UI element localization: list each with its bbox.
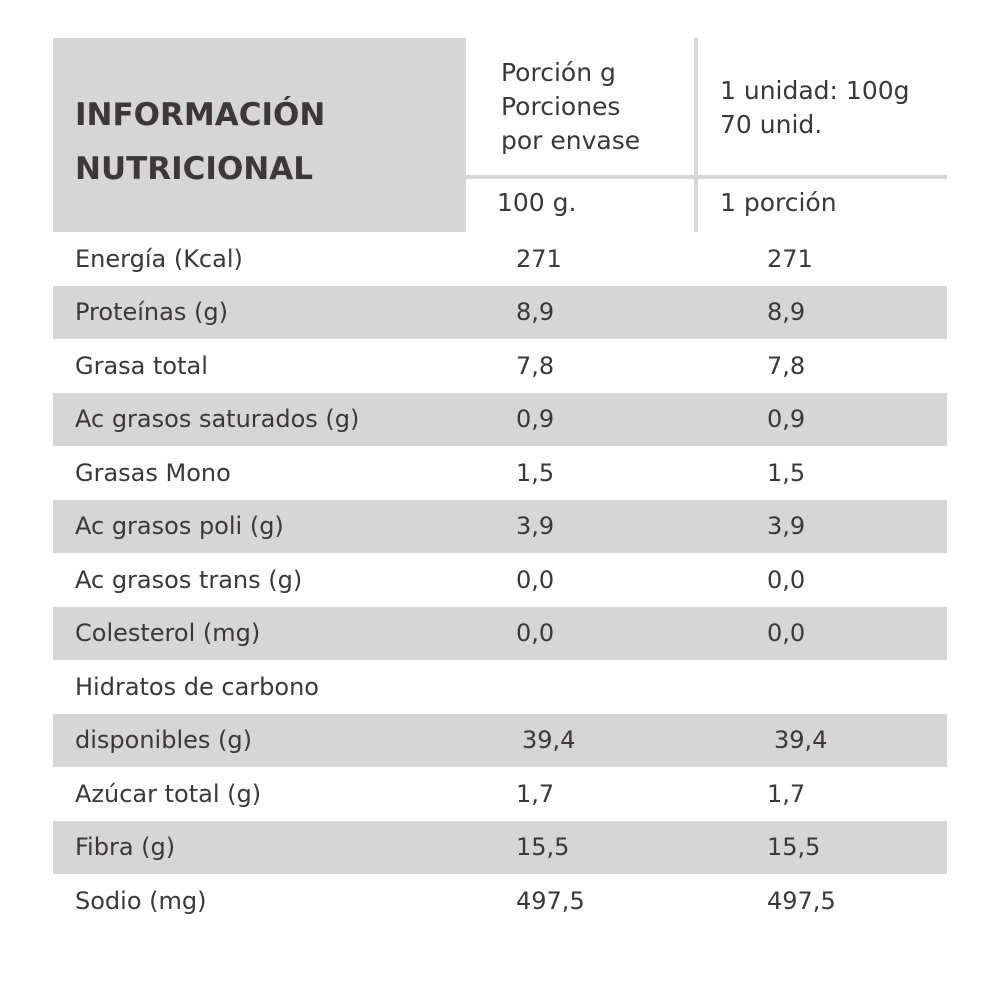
nutrient-name: Fibra (g) bbox=[75, 833, 176, 862]
value-per-portion: 39,4 bbox=[522, 726, 576, 755]
value-per-portion: 1,7 bbox=[516, 779, 555, 808]
portion-header-line-3: por envase bbox=[501, 126, 641, 155]
nutrient-name: Ac grasos poli (g) bbox=[75, 512, 284, 541]
value-per-portion: 0,0 bbox=[516, 565, 555, 594]
table-row: Fibra (g) 15,5 15,5 bbox=[53, 820, 947, 874]
table-row: Ac grasos saturados (g) 0,9 0,9 bbox=[53, 392, 947, 446]
nutrient-name: Ac grasos trans (g) bbox=[75, 565, 303, 594]
unit-header: 1 unidad: 100g 70 unid. bbox=[720, 74, 910, 142]
value-per-portion: 0,9 bbox=[516, 405, 555, 434]
portion-header: Porción g Porciones por envase bbox=[501, 56, 640, 158]
table-row: Ac grasos trans (g) 0,0 0,0 bbox=[53, 553, 947, 607]
nutrient-name: Grasas Mono bbox=[75, 458, 231, 487]
table-row: Grasa total 7,8 7,8 bbox=[53, 339, 947, 393]
title-line-2: NUTRICIONAL bbox=[75, 151, 313, 187]
nutrient-name: Hidratos de carbono bbox=[75, 672, 319, 701]
title-line-1: INFORMACIÓN bbox=[75, 97, 326, 133]
nutrition-table: INFORMACIÓN NUTRICIONAL Porción g Porcio… bbox=[53, 38, 947, 928]
value-per-unit: 0,0 bbox=[767, 565, 806, 594]
value-per-portion: 497,5 bbox=[516, 886, 585, 915]
nutrient-name: Grasa total bbox=[75, 351, 208, 380]
value-per-portion: 8,9 bbox=[516, 298, 555, 327]
nutrient-name: Proteínas (g) bbox=[75, 298, 228, 327]
table-row: Proteínas (g) 8,9 8,9 bbox=[53, 285, 947, 339]
value-per-unit: 15,5 bbox=[767, 833, 821, 862]
portion-subheader: 100 g. bbox=[497, 188, 577, 217]
value-per-unit: 0,0 bbox=[767, 619, 806, 648]
table-row: Hidratos de carbono bbox=[53, 660, 947, 714]
table-row: Energía (Kcal) 271 271 bbox=[53, 232, 947, 286]
unit-header-line-1: 1 unidad: 100g bbox=[720, 76, 910, 105]
value-per-unit: 271 bbox=[767, 244, 813, 273]
table-header: INFORMACIÓN NUTRICIONAL Porción g Porcio… bbox=[53, 38, 947, 232]
title-box: INFORMACIÓN NUTRICIONAL bbox=[53, 38, 466, 232]
header-divider bbox=[466, 175, 947, 179]
nutrient-name: Colesterol (mg) bbox=[75, 619, 261, 648]
value-per-unit: 1,7 bbox=[767, 779, 806, 808]
value-per-portion: 15,5 bbox=[516, 833, 570, 862]
nutrient-name: Ac grasos saturados (g) bbox=[75, 405, 360, 434]
value-per-portion: 1,5 bbox=[516, 458, 555, 487]
value-per-unit: 8,9 bbox=[767, 298, 806, 327]
table-row: Colesterol (mg) 0,0 0,0 bbox=[53, 606, 947, 660]
table-title: INFORMACIÓN NUTRICIONAL bbox=[75, 88, 325, 196]
column-divider bbox=[694, 38, 698, 232]
value-per-unit: 7,8 bbox=[767, 351, 806, 380]
value-per-portion: 7,8 bbox=[516, 351, 555, 380]
table-row: Azúcar total (g) 1,7 1,7 bbox=[53, 767, 947, 821]
portion-header-line-1: Porción g bbox=[501, 58, 616, 87]
unit-header-line-2: 70 unid. bbox=[720, 110, 823, 139]
value-per-unit: 39,4 bbox=[774, 726, 828, 755]
value-per-portion: 0,0 bbox=[516, 619, 555, 648]
nutrient-name: Azúcar total (g) bbox=[75, 779, 262, 808]
table-row: Grasas Mono 1,5 1,5 bbox=[53, 446, 947, 500]
table-row: disponibles (g) 39,4 39,4 bbox=[53, 713, 947, 767]
value-per-portion: 3,9 bbox=[516, 512, 555, 541]
nutrient-name: Energía (Kcal) bbox=[75, 244, 243, 273]
value-per-unit: 1,5 bbox=[767, 458, 806, 487]
nutrient-name: disponibles (g) bbox=[75, 726, 252, 755]
table-row: Ac grasos poli (g) 3,9 3,9 bbox=[53, 499, 947, 553]
value-per-unit: 0,9 bbox=[767, 405, 806, 434]
value-per-unit: 497,5 bbox=[767, 886, 836, 915]
unit-subheader: 1 porción bbox=[720, 188, 837, 217]
table-row: Sodio (mg) 497,5 497,5 bbox=[53, 874, 947, 928]
value-per-portion: 271 bbox=[516, 244, 562, 273]
nutrient-name: Sodio (mg) bbox=[75, 886, 207, 915]
value-per-unit: 3,9 bbox=[767, 512, 806, 541]
portion-header-line-2: Porciones bbox=[501, 92, 621, 121]
nutrient-rows: Energía (Kcal) 271 271 Proteínas (g) 8,9 8,9 G… bbox=[53, 232, 947, 928]
